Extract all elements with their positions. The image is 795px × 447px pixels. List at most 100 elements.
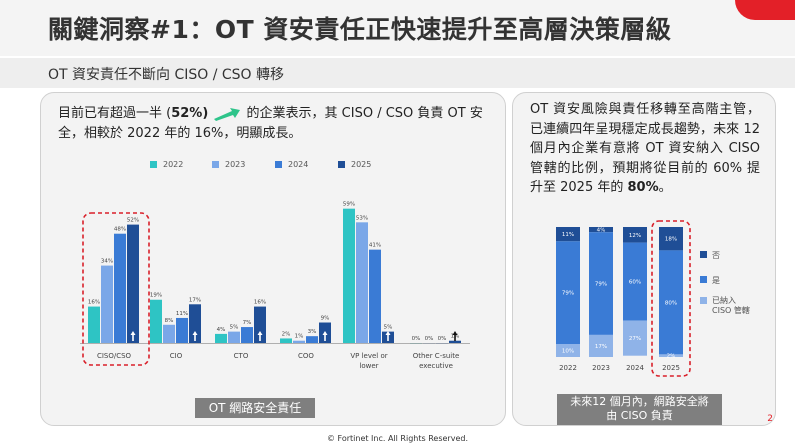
stack-2023-2 — [589, 334, 613, 357]
data-label: 3% — [308, 329, 317, 335]
stack-label: 80% — [665, 300, 677, 306]
category-label: Other C-suite — [413, 352, 460, 360]
category-label: CIO — [170, 352, 183, 360]
category-label: executive — [419, 362, 453, 370]
stack-label: 11% — [562, 232, 574, 238]
bar-cio-2022 — [150, 299, 162, 343]
trend-arrow-icon — [192, 331, 198, 341]
year-label: 2023 — [592, 364, 610, 372]
data-label: 4% — [217, 327, 226, 333]
right-text-main: OT 資安風險與責任移轉至高階主管，已連續四年呈現穩定成長趨勢，未來 12 個月… — [530, 102, 760, 195]
stack-2022-2 — [556, 344, 580, 357]
stack-label: 79% — [595, 282, 607, 288]
legend-2023: 2023 — [212, 160, 245, 169]
legend-swatch-yes — [700, 276, 707, 283]
left-text-before: 目前已有超過一半 ( — [58, 106, 172, 121]
bar-cto-2025 — [254, 306, 266, 343]
left-text-bold: 52%) — [171, 106, 209, 121]
legend-swatch-2025 — [338, 161, 345, 168]
slide-title: 關鍵洞察#1：OT 資安責任正快速提升至高層決策層級 — [48, 15, 672, 44]
trend-arrow-icon — [385, 331, 391, 341]
stack-label: 60% — [629, 280, 641, 286]
data-label: 1% — [295, 334, 304, 340]
stack-2023-0 — [589, 227, 613, 233]
right-caption: 未來12 個月內，網路安全將 由 CISO 負責 — [557, 394, 722, 425]
data-label: 59% — [343, 202, 355, 208]
data-label: 16% — [88, 300, 100, 306]
data-label: 11% — [176, 311, 188, 317]
left-caption: OT 網路安全責任 — [195, 398, 315, 418]
bar-coo-2022 — [280, 338, 292, 343]
stack-2025-0 — [659, 227, 683, 251]
data-label: 16% — [254, 300, 266, 306]
stack-label: 4% — [597, 228, 606, 234]
bar-ciso-cso-2023 — [101, 265, 113, 343]
right-caption-line1: 未來12 個月內，網路安全將 — [570, 395, 709, 408]
stack-label: 17% — [595, 344, 607, 350]
footer-copyright: © Fortinet Inc. All Rights Reserved. — [326, 434, 468, 443]
bar-cto-2024 — [241, 327, 253, 343]
category-label: CISO/CSO — [97, 352, 132, 360]
data-label: 19% — [150, 293, 162, 299]
bar-ciso-cso-2022 — [88, 306, 100, 343]
legend-label-2023: 2023 — [225, 160, 246, 169]
right-text-bold: 80% — [627, 180, 659, 195]
year-label: 2022 — [559, 364, 577, 372]
bar-coo-2024 — [306, 336, 318, 343]
data-label: 2% — [282, 331, 291, 337]
stack-label: 18% — [665, 237, 677, 243]
bar-other-c-suite-executive-2025 — [449, 340, 461, 343]
bar-vp-level-or-lower-2022 — [343, 208, 355, 343]
stack-2022-1 — [556, 241, 580, 344]
bar-cio-2025 — [189, 304, 201, 343]
bar-ciso-cso-2024 — [114, 233, 126, 343]
category-label: COO — [298, 352, 314, 360]
legend-2022: 2022 — [150, 160, 183, 169]
data-label: 41% — [369, 243, 381, 249]
legend-label-2022: 2022 — [163, 160, 184, 169]
slide-subtitle: OT 資安責任不斷向 CISO / CSO 轉移 — [48, 67, 285, 83]
bar-vp-level-or-lower-2024 — [369, 249, 381, 343]
bar-cio-2024 — [176, 317, 188, 343]
legend-swatch-2024 — [275, 161, 282, 168]
subtitle-band — [0, 58, 795, 88]
bar-coo-2023 — [293, 340, 305, 343]
highlight-ciso-box — [82, 212, 150, 366]
stack-label: 10% — [562, 349, 574, 355]
legend-swatch-already — [700, 297, 707, 304]
data-label: 53% — [356, 215, 368, 221]
legend-2025: 2025 — [338, 160, 371, 169]
title-bar — [0, 0, 795, 56]
legend-label-no: 否 — [712, 251, 720, 260]
stack-label: 79% — [562, 291, 574, 297]
data-label: 48% — [114, 227, 126, 233]
stack-2024-2 — [623, 320, 647, 356]
data-label: 5% — [384, 325, 393, 331]
legend-label-2024: 2024 — [288, 160, 309, 169]
brand-accent — [735, 0, 795, 20]
legend-label-yes: 是 — [712, 276, 720, 285]
stack-2025-2 — [659, 354, 683, 357]
trend-arrow-icon — [322, 331, 328, 341]
data-label: 52% — [127, 218, 139, 224]
growth-arrow-icon — [214, 107, 241, 121]
category-label: lower — [359, 362, 378, 370]
bar-cto-2022 — [215, 333, 227, 343]
data-label: 5% — [230, 325, 239, 331]
category-label: VP level or — [350, 352, 387, 360]
highlight-2025-box — [651, 220, 691, 377]
year-label: 2025 — [662, 364, 680, 372]
data-label: 0% — [425, 336, 434, 342]
left-description: 目前已有超過一半 (52%) 的企業表示，其 CISO / CSO 負責 OT … — [58, 104, 488, 144]
stack-label: 2% — [667, 354, 676, 360]
data-label: 34% — [101, 259, 113, 265]
bar-ciso-cso-2025 — [127, 224, 139, 343]
legend-swatch-no — [700, 251, 707, 258]
stack-label: 27% — [629, 336, 641, 342]
legend-label-2025: 2025 — [351, 160, 372, 169]
trend-arrow-icon — [130, 331, 136, 341]
stack-label: 12% — [629, 233, 641, 239]
data-label: 9% — [321, 316, 330, 322]
right-description: OT 資安風險與責任移轉至高階主管，已連續四年呈現穩定成長趨勢，未來 12 個月… — [530, 100, 760, 198]
